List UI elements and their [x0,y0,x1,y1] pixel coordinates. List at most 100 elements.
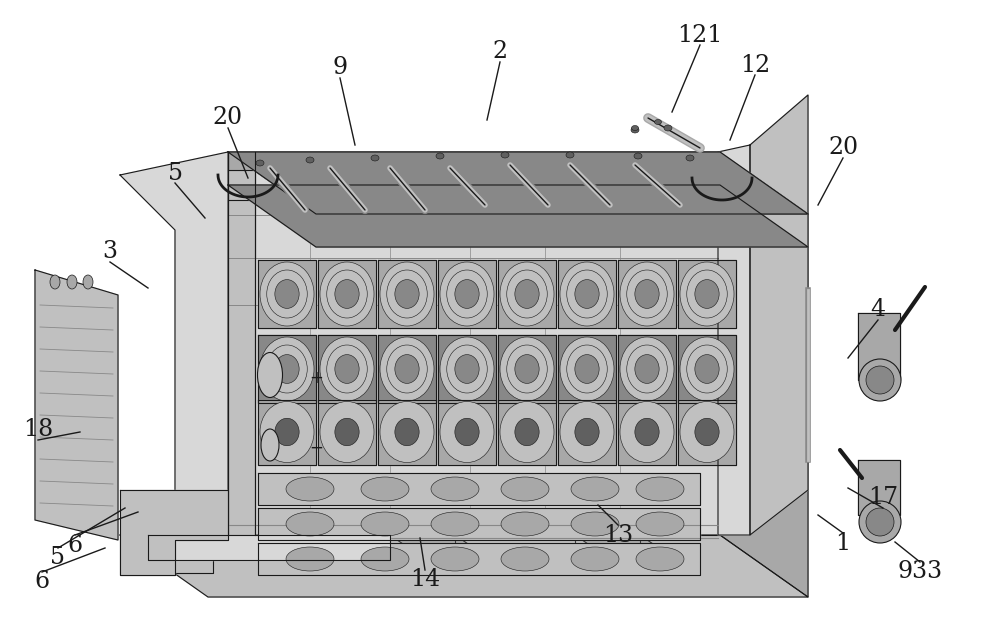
Ellipse shape [631,127,639,133]
Ellipse shape [455,354,479,383]
Text: 20: 20 [828,136,858,159]
Polygon shape [35,270,118,540]
Polygon shape [558,260,616,328]
Ellipse shape [571,477,619,501]
Polygon shape [258,400,316,465]
Ellipse shape [380,401,434,462]
Polygon shape [258,260,316,328]
Ellipse shape [695,418,719,446]
Ellipse shape [380,337,434,401]
Polygon shape [618,335,676,403]
Polygon shape [318,400,376,465]
Ellipse shape [636,547,684,571]
Polygon shape [438,260,496,328]
Ellipse shape [50,275,60,289]
Ellipse shape [320,337,374,401]
Ellipse shape [654,119,662,124]
Ellipse shape [320,262,374,326]
Ellipse shape [286,477,334,501]
Polygon shape [378,335,436,403]
Ellipse shape [335,279,359,308]
Polygon shape [618,400,676,465]
Polygon shape [498,260,556,328]
Polygon shape [720,152,808,597]
Ellipse shape [560,401,614,462]
Polygon shape [228,185,720,200]
Ellipse shape [575,354,599,383]
Text: 5: 5 [50,546,66,569]
Ellipse shape [575,279,599,308]
Ellipse shape [560,337,614,401]
Ellipse shape [395,354,419,383]
Text: 12: 12 [740,54,770,76]
Text: 3: 3 [103,241,118,264]
Polygon shape [120,152,228,535]
Ellipse shape [635,354,659,383]
Ellipse shape [431,477,479,501]
Text: +: + [309,369,323,387]
Polygon shape [148,535,213,573]
Polygon shape [678,400,736,465]
Text: 5: 5 [168,161,182,184]
Ellipse shape [306,157,314,163]
Polygon shape [498,335,556,403]
Polygon shape [750,95,808,535]
Text: 9: 9 [332,56,348,79]
Ellipse shape [859,501,901,543]
Polygon shape [318,260,376,328]
Ellipse shape [440,337,494,401]
Polygon shape [498,400,556,465]
Polygon shape [378,260,436,328]
Ellipse shape [501,547,549,571]
Ellipse shape [371,155,379,161]
Ellipse shape [636,512,684,536]
Ellipse shape [431,512,479,536]
Polygon shape [378,400,436,465]
Ellipse shape [260,337,314,401]
Text: 933: 933 [897,561,943,584]
Ellipse shape [866,508,894,536]
Ellipse shape [436,153,444,159]
Text: 4: 4 [870,299,886,321]
Polygon shape [228,185,808,247]
Ellipse shape [500,262,554,326]
Text: 2: 2 [492,41,508,64]
Ellipse shape [560,262,614,326]
Ellipse shape [664,125,672,131]
Ellipse shape [361,512,409,536]
Ellipse shape [695,354,719,383]
Ellipse shape [260,401,314,462]
Ellipse shape [680,262,734,326]
Polygon shape [558,335,616,403]
Text: 18: 18 [23,419,53,441]
Polygon shape [228,152,808,214]
Ellipse shape [440,401,494,462]
Ellipse shape [636,477,684,501]
Ellipse shape [686,155,694,161]
Ellipse shape [361,547,409,571]
Ellipse shape [67,275,77,289]
Polygon shape [148,535,242,555]
Ellipse shape [335,354,359,383]
Ellipse shape [620,262,674,326]
Polygon shape [390,535,455,573]
Polygon shape [858,313,900,380]
Text: 1: 1 [835,531,851,554]
Text: 6: 6 [67,534,83,556]
Ellipse shape [361,477,409,501]
Ellipse shape [455,279,479,308]
Text: 13: 13 [603,524,633,546]
Polygon shape [858,460,900,515]
Ellipse shape [395,279,419,308]
Ellipse shape [275,354,299,383]
Ellipse shape [680,401,734,462]
Ellipse shape [620,401,674,462]
Ellipse shape [335,418,359,446]
Ellipse shape [286,512,334,536]
Ellipse shape [258,352,283,398]
Ellipse shape [566,152,574,158]
Ellipse shape [859,359,901,401]
Polygon shape [575,535,640,573]
Ellipse shape [440,262,494,326]
Polygon shape [438,400,496,465]
